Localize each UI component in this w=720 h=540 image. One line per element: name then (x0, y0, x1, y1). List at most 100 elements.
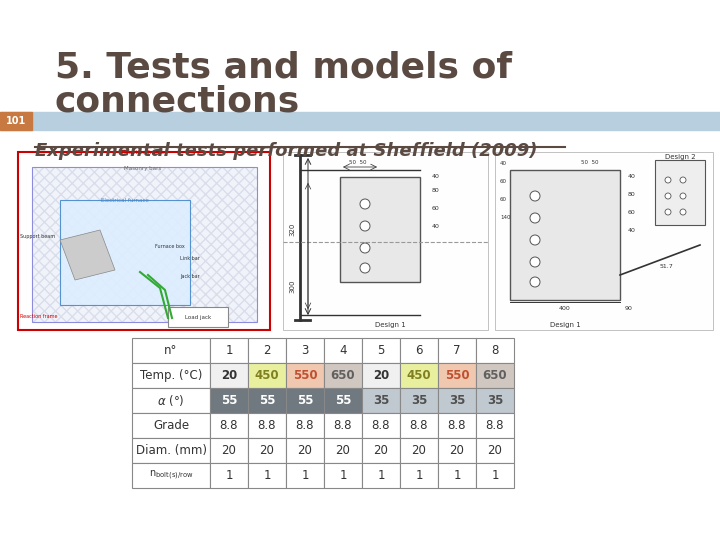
Bar (132, 338, 514, 363)
Bar (655, 160, 705, 225)
Text: Furnace box: Furnace box (155, 244, 185, 249)
Circle shape (665, 193, 671, 199)
Bar (32, 167, 257, 322)
Text: 7: 7 (454, 344, 461, 357)
Bar (362, 438, 400, 463)
Bar (362, 463, 400, 488)
Text: 50  50: 50 50 (349, 160, 366, 165)
Bar (210, 463, 248, 488)
Text: 6: 6 (415, 344, 423, 357)
Bar (132, 363, 210, 388)
Text: 51.7: 51.7 (660, 264, 674, 269)
Bar (248, 438, 286, 463)
Text: 20: 20 (336, 444, 351, 457)
Text: 5: 5 (377, 344, 384, 357)
Bar (324, 338, 362, 363)
Text: 20: 20 (412, 444, 426, 457)
Text: 8.8: 8.8 (486, 419, 504, 432)
Circle shape (680, 193, 686, 199)
Text: 55: 55 (258, 394, 275, 407)
Bar (248, 363, 286, 388)
Text: Design 1: Design 1 (374, 322, 405, 328)
Text: Diam. (mm): Diam. (mm) (135, 444, 207, 457)
Text: 80: 80 (432, 188, 440, 193)
Bar (324, 363, 362, 388)
Text: Reaction frame: Reaction frame (20, 314, 58, 319)
Text: 3: 3 (301, 344, 309, 357)
Text: Grade: Grade (153, 419, 189, 432)
Text: connections: connections (55, 85, 300, 119)
Text: 1: 1 (491, 469, 499, 482)
Text: 1: 1 (225, 344, 233, 357)
Text: 140: 140 (500, 215, 510, 220)
Text: 8: 8 (491, 344, 499, 357)
Text: 450: 450 (407, 369, 431, 382)
Text: $\mathregular{n_{bolt(s)/row}}$: $\mathregular{n_{bolt(s)/row}}$ (148, 469, 194, 482)
Text: Design 2: Design 2 (665, 154, 696, 160)
Bar (210, 338, 248, 363)
Circle shape (360, 199, 370, 209)
Bar (210, 363, 248, 388)
Text: 1: 1 (225, 469, 233, 482)
Text: 20: 20 (449, 444, 464, 457)
Text: Reaction frame: Reaction frame (122, 150, 164, 155)
Text: 1: 1 (415, 469, 423, 482)
Text: 1: 1 (301, 469, 309, 482)
Text: 35: 35 (449, 394, 465, 407)
Circle shape (680, 177, 686, 183)
Text: Masonry bars: Masonry bars (125, 166, 161, 171)
Text: 300: 300 (289, 280, 295, 293)
Bar (132, 413, 210, 438)
Text: 4: 4 (339, 344, 347, 357)
Bar (324, 463, 362, 488)
Bar (18, 152, 270, 330)
Bar (60, 200, 190, 305)
Circle shape (680, 209, 686, 215)
Text: 90: 90 (625, 306, 633, 311)
Bar (438, 388, 476, 413)
Text: 40: 40 (432, 224, 440, 229)
Bar (210, 388, 248, 413)
Circle shape (530, 235, 540, 245)
Text: 60: 60 (500, 197, 507, 202)
Bar (324, 388, 362, 413)
Text: 35: 35 (373, 394, 390, 407)
Text: 8.8: 8.8 (296, 419, 314, 432)
Text: 55: 55 (221, 394, 238, 407)
Text: 550: 550 (445, 369, 469, 382)
Text: 8.8: 8.8 (258, 419, 276, 432)
Bar (132, 438, 210, 463)
Text: 650: 650 (482, 369, 508, 382)
Text: 20: 20 (374, 444, 388, 457)
Circle shape (360, 221, 370, 231)
Text: 35: 35 (411, 394, 427, 407)
Polygon shape (60, 230, 115, 280)
Text: 2: 2 (264, 344, 271, 357)
Bar (248, 338, 286, 363)
Text: 20: 20 (487, 444, 503, 457)
Bar (210, 438, 248, 463)
Text: 20: 20 (222, 444, 236, 457)
Bar (0, 112, 32, 130)
Text: 40: 40 (432, 174, 440, 179)
Text: 550: 550 (293, 369, 318, 382)
Text: 650: 650 (330, 369, 355, 382)
Bar (400, 388, 438, 413)
Text: Temp. (°C): Temp. (°C) (140, 369, 202, 382)
Circle shape (360, 243, 370, 253)
Text: 60: 60 (628, 210, 636, 215)
Text: 5. Tests and models of: 5. Tests and models of (55, 50, 512, 84)
Text: 1: 1 (454, 469, 461, 482)
Bar (132, 463, 210, 488)
Bar (0, 112, 720, 130)
Text: 20: 20 (373, 369, 389, 382)
Bar (438, 413, 476, 438)
Bar (283, 152, 488, 330)
Bar (400, 463, 438, 488)
Text: 20: 20 (260, 444, 274, 457)
Text: 35: 35 (487, 394, 503, 407)
Bar (362, 363, 400, 388)
Text: Experimental tests performed at Sheffield (2009): Experimental tests performed at Sheffiel… (35, 142, 538, 160)
Bar (362, 338, 400, 363)
Bar (400, 338, 438, 363)
